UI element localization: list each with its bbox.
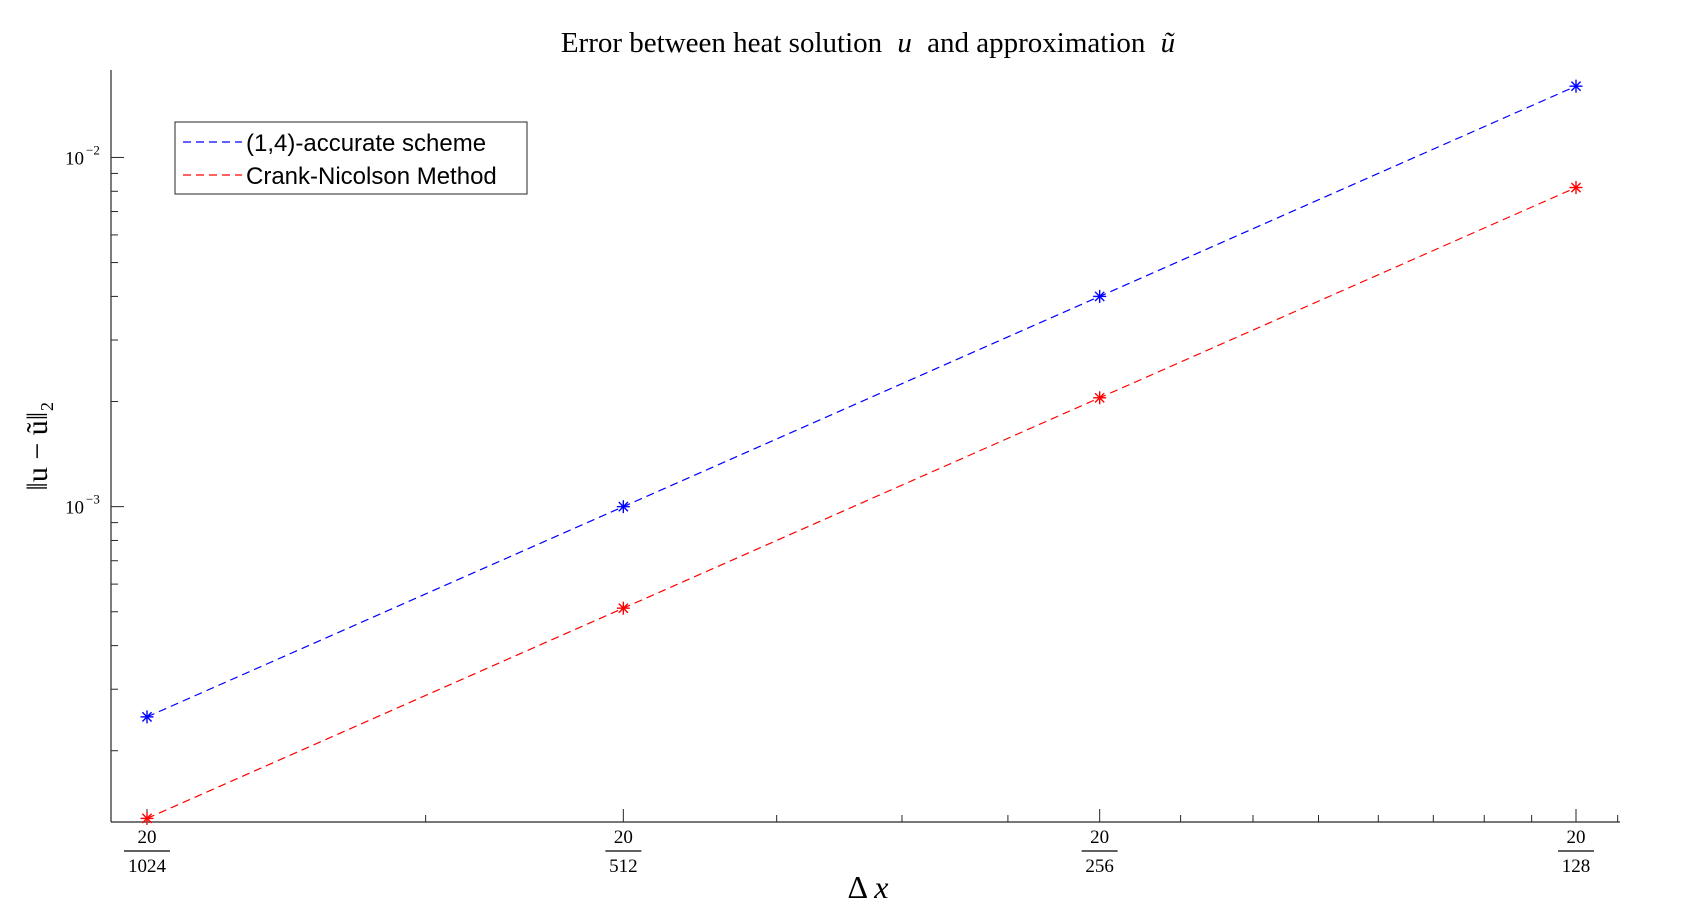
data-point-1-3 xyxy=(1569,181,1583,195)
legend-entry-0: (1,4)-accurate scheme xyxy=(183,130,486,157)
y-tick-label-0: 10 −3 xyxy=(65,492,100,519)
legend-label-1: Crank-Nicolson Method xyxy=(246,163,497,190)
x-tick-label-numerator: 20 xyxy=(138,827,157,848)
y-tick-label-exponent: −3 xyxy=(86,492,100,507)
legend-entry-1: Crank-Nicolson Method xyxy=(183,163,497,190)
title-text-part-2: and approximation xyxy=(927,27,1146,59)
y-tick-label-base: 10 xyxy=(65,498,84,519)
x-tick-label-denominator: 128 xyxy=(1562,856,1591,877)
title-text-part-1: Error between heat solution xyxy=(561,27,883,59)
data-point-1-2 xyxy=(1093,391,1107,405)
x-label-delta: Δ xyxy=(847,869,867,905)
data-point-0-0 xyxy=(140,710,154,724)
x-tick-label-denominator: 1024 xyxy=(128,856,167,877)
y-tick-labels: 10−310−2 xyxy=(65,142,100,518)
series-line-0 xyxy=(146,85,1577,718)
chart-title: Error between heat solution u and approx… xyxy=(561,27,1175,59)
x-tick-label-denominator: 256 xyxy=(1085,856,1114,877)
x-tick-label-numerator: 20 xyxy=(1090,827,1109,848)
y-tick-label-exponent: −2 xyxy=(86,142,100,157)
data-point-1-1 xyxy=(616,601,630,615)
series-layer xyxy=(140,79,1583,825)
x-tick-label-numerator: 20 xyxy=(1567,827,1586,848)
x-label-x: x xyxy=(873,869,888,905)
x-tick-label-0: 20 1024 xyxy=(124,827,170,877)
x-ticks xyxy=(146,809,1619,822)
series-0 xyxy=(140,79,1583,724)
y-ticks xyxy=(111,156,124,752)
data-point-0-3 xyxy=(1569,79,1583,93)
data-point-0-2 xyxy=(1093,289,1107,303)
title-var-u: u xyxy=(897,27,912,59)
title-var-u-tilde: ũ xyxy=(1161,27,1176,59)
axes xyxy=(110,70,1620,823)
series-line-1 xyxy=(146,186,1577,819)
data-point-0-1 xyxy=(616,500,630,514)
series-1 xyxy=(140,181,1583,825)
y-tick-label-base: 10 xyxy=(65,148,84,169)
legend-box xyxy=(174,121,528,195)
legend-label-0: (1,4)-accurate scheme xyxy=(246,130,486,157)
x-axis-label: Δ x xyxy=(847,869,888,905)
x-tick-label-denominator: 512 xyxy=(609,856,638,877)
data-point-1-0 xyxy=(140,811,154,825)
x-tick-label-numerator: 20 xyxy=(614,827,633,848)
y-axis-label: ‖u − ũ‖₂ xyxy=(21,401,54,490)
y-tick-label-1: 10 −2 xyxy=(65,142,100,169)
legend: (1,4)-accurate scheme Crank-Nicolson Meth… xyxy=(174,121,528,195)
